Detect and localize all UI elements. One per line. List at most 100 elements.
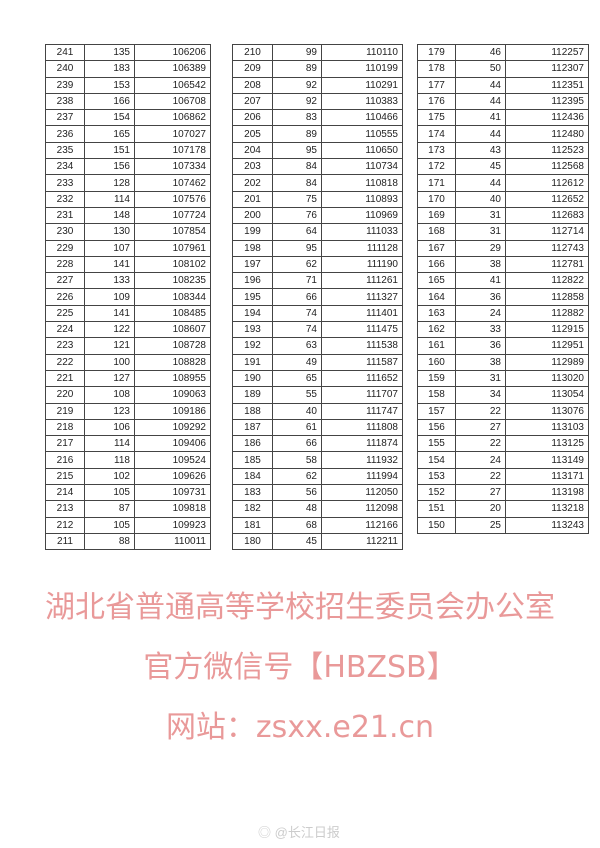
- cumulative-cell: 106206: [134, 43, 211, 62]
- count-cell: 105: [84, 484, 135, 502]
- score-cell: 229: [45, 239, 85, 257]
- cumulative-cell: 106708: [134, 92, 211, 111]
- count-cell: 118: [84, 451, 135, 469]
- count-cell: 44: [455, 76, 506, 94]
- score-cell: 150: [417, 516, 456, 534]
- count-cell: 55: [272, 386, 322, 404]
- count-cell: 22: [455, 402, 506, 420]
- table-row: 197 62 111190: [232, 255, 403, 274]
- cumulative-cell: 112683: [505, 206, 589, 225]
- count-cell: 61: [272, 418, 322, 437]
- table-row: 202 84 110818: [232, 174, 403, 192]
- table-row: 179 46 112257: [417, 43, 589, 62]
- score-cell: 191: [232, 353, 273, 371]
- score-cell: 162: [417, 321, 456, 339]
- table-row: 238 166 106708: [45, 92, 211, 111]
- cumulative-cell: 113171: [505, 467, 589, 486]
- count-cell: 41: [455, 272, 506, 290]
- table-row: 150 25 113243: [417, 516, 589, 534]
- cumulative-cell: 112098: [321, 500, 403, 518]
- cumulative-cell: 110650: [321, 141, 403, 160]
- table-row: 221 127 108955: [45, 369, 211, 388]
- score-cell: 237: [45, 109, 85, 127]
- table-row: 193 74 111475: [232, 321, 403, 339]
- score-cell: 166: [417, 255, 456, 274]
- table-row: 155 22 113125: [417, 435, 589, 453]
- count-cell: 27: [455, 418, 506, 437]
- cumulative-cell: 111128: [321, 239, 403, 257]
- count-cell: 83: [272, 109, 322, 127]
- count-cell: 106: [84, 418, 135, 437]
- table-row: 159 31 113020: [417, 369, 589, 388]
- cumulative-cell: 112822: [505, 272, 589, 290]
- cumulative-cell: 111475: [321, 321, 403, 339]
- count-cell: 71: [272, 272, 322, 290]
- cumulative-cell: 111932: [321, 451, 403, 469]
- score-cell: 198: [232, 239, 273, 257]
- count-cell: 49: [272, 353, 322, 371]
- count-cell: 122: [84, 321, 135, 339]
- table-row: 153 22 113171: [417, 467, 589, 486]
- count-cell: 41: [455, 109, 506, 127]
- score-cell: 155: [417, 435, 456, 453]
- count-cell: 95: [272, 239, 322, 257]
- count-cell: 38: [455, 255, 506, 274]
- cumulative-cell: 113218: [505, 500, 589, 518]
- table-row: 170 40 112652: [417, 190, 589, 208]
- cumulative-cell: 113149: [505, 451, 589, 469]
- score-cell: 238: [45, 92, 85, 111]
- score-cell: 176: [417, 92, 456, 111]
- cumulative-cell: 113076: [505, 402, 589, 420]
- count-cell: 24: [455, 451, 506, 469]
- score-cell: 211: [45, 532, 85, 551]
- count-cell: 89: [272, 60, 322, 78]
- count-cell: 166: [84, 92, 135, 111]
- table-row: 232 114 107576: [45, 190, 211, 208]
- cumulative-cell: 109818: [134, 500, 211, 518]
- score-cell: 184: [232, 467, 273, 486]
- score-cell: 220: [45, 386, 85, 404]
- table-row: 222 100 108828: [45, 353, 211, 371]
- cumulative-cell: 107961: [134, 239, 211, 257]
- count-cell: 27: [455, 484, 506, 502]
- score-cell: 196: [232, 272, 273, 290]
- count-cell: 74: [272, 321, 322, 339]
- table-row: 226 109 108344: [45, 288, 211, 306]
- score-cell: 195: [232, 288, 273, 306]
- count-cell: 105: [84, 516, 135, 534]
- table-row: 223 121 108728: [45, 337, 211, 355]
- count-cell: 43: [455, 141, 506, 160]
- cumulative-cell: 111652: [321, 369, 403, 388]
- credit-text: @长江日报: [274, 825, 340, 840]
- count-cell: 38: [455, 353, 506, 371]
- count-cell: 45: [455, 158, 506, 176]
- table-row: 160 38 112989: [417, 353, 589, 371]
- count-cell: 36: [455, 288, 506, 306]
- table-row: 200 76 110969: [232, 206, 403, 225]
- table-row: 227 133 108235: [45, 272, 211, 290]
- count-cell: 66: [272, 288, 322, 306]
- count-cell: 128: [84, 174, 135, 192]
- score-cell: 192: [232, 337, 273, 355]
- cumulative-cell: 112743: [505, 239, 589, 257]
- cumulative-cell: 112915: [505, 321, 589, 339]
- score-cell: 231: [45, 206, 85, 225]
- cumulative-cell: 111808: [321, 418, 403, 437]
- score-cell: 167: [417, 239, 456, 257]
- count-cell: 133: [84, 272, 135, 290]
- cumulative-cell: 111874: [321, 435, 403, 453]
- count-cell: 44: [455, 92, 506, 111]
- count-cell: 102: [84, 467, 135, 486]
- count-cell: 75: [272, 190, 322, 208]
- table-row: 237 154 106862: [45, 109, 211, 127]
- cumulative-cell: 107462: [134, 174, 211, 192]
- count-cell: 44: [455, 125, 506, 143]
- cumulative-cell: 112211: [321, 532, 403, 551]
- cumulative-cell: 108607: [134, 321, 211, 339]
- cumulative-cell: 110555: [321, 125, 403, 143]
- table-row: 177 44 112351: [417, 76, 589, 94]
- score-table-3: 179 46 112257 178 50 112307 177 44 112351 176 44 11…: [417, 43, 589, 534]
- count-cell: 121: [84, 337, 135, 355]
- score-cell: 197: [232, 255, 273, 274]
- cumulative-cell: 108235: [134, 272, 211, 290]
